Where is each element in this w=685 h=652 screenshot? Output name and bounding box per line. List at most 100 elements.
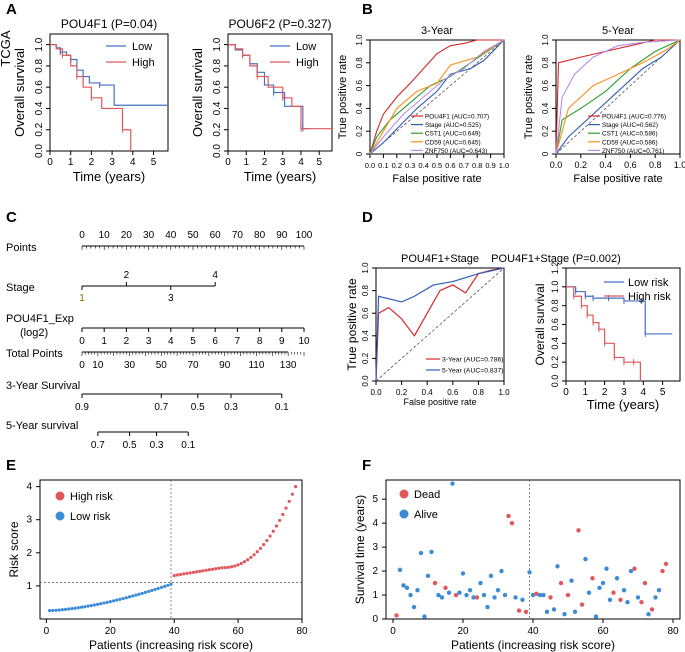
alive-patient-point [537, 592, 543, 598]
roc-curve-pou4f1 [369, 39, 504, 155]
alive-patient-point [656, 588, 662, 593]
alive-patient-point [408, 592, 413, 598]
nomogram-tick-label: 7 [235, 336, 241, 347]
y-tick-label: 0.2 [212, 122, 223, 136]
legend-label: CD59 (AUC=0.586) [602, 139, 658, 146]
alive-patient-point [527, 570, 532, 575]
risk-score-point [95, 602, 100, 606]
legend-marker [55, 491, 65, 501]
risk-score-point [274, 524, 279, 528]
x-tick-label: 1.0 [499, 161, 509, 170]
nomogram-tick-label: 3 [168, 293, 174, 304]
y-axis-label: Risk score [7, 521, 21, 577]
risk-score-point [131, 594, 135, 598]
risk-score-point [111, 599, 116, 603]
legend-label: High risk [628, 291, 671, 303]
roc-curve-cst1 [555, 39, 681, 155]
risk-score-point [214, 567, 218, 571]
nomogram-row-label: Total Points [6, 348, 63, 360]
alive-patient-point [520, 597, 525, 603]
risk-score-point [223, 566, 227, 570]
x-tick-label: 1.0 [674, 160, 685, 170]
y-tick-label: 0.4 [361, 330, 370, 342]
x-tick-label: 60 [233, 626, 245, 637]
alive-patient-point [499, 568, 504, 574]
y-axis-label: Survival time (years) [353, 495, 367, 604]
x-tick-label: 0.2 [575, 160, 588, 170]
y-tick-label: 0.8 [212, 59, 223, 73]
legend-label: ZNF750 (AUC=0.761) [602, 148, 664, 155]
nomogram-tick-label: 2 [124, 270, 130, 281]
risk-score-point [258, 546, 263, 550]
dead-patient-point [639, 600, 644, 605]
title-gene: POU6F2 [228, 17, 278, 31]
alive-patient-point [555, 564, 560, 569]
nomogram-tick-label: 5 [190, 336, 196, 347]
nomogram-row-label: POU4F1_Exp [6, 313, 74, 325]
x-tick-label: 0.6 [445, 161, 455, 170]
alive-patient-point [460, 571, 466, 576]
x-tick-label: 80 [296, 626, 308, 637]
y-tick-label: 0 [541, 151, 550, 156]
x-tick-label: 0 [390, 626, 396, 637]
nomogram-tick-label: 10 [92, 360, 104, 371]
dead-patient-point [548, 595, 553, 600]
nomogram-row-label: Stage [6, 282, 35, 294]
nomogram-tick-label: 100 [296, 230, 313, 241]
y-tick-label: 0.8 [34, 59, 45, 73]
y-axis-label: True positive rate [523, 55, 535, 140]
y-tick-label: 0.2 [355, 125, 364, 137]
risk-score-point [294, 485, 298, 489]
panel-title: 5-Year [602, 25, 634, 37]
nomogram-tick-label: 30 [143, 230, 155, 241]
x-tick-label: 5 [660, 387, 666, 398]
roc-plot-frame [375, 267, 505, 382]
x-tick-label: 80 [667, 626, 679, 637]
nomogram-tick-label: 20 [121, 230, 133, 241]
risk-score-point [255, 550, 259, 554]
nomogram-tick-label: 0.3 [150, 440, 164, 451]
risk-score-point [89, 603, 93, 608]
y-tick-label: 0.6 [355, 79, 364, 91]
panel-title: POU6F2 (P=0.327) [228, 17, 331, 31]
y-tick-label: 5 [372, 494, 378, 505]
risk-score-point [175, 573, 179, 577]
alive-patient-point [457, 590, 462, 595]
x-axis-label: False positive rate [403, 397, 476, 407]
risk-score-point [252, 553, 256, 557]
y-axis-label: Overall survival [12, 48, 27, 137]
risk-score-point [115, 598, 119, 602]
risk-score-point [92, 603, 96, 607]
risk-score-point [105, 600, 109, 604]
x-axis-label: False positive rate [573, 173, 662, 185]
x-tick-label: 60 [597, 626, 609, 637]
y-tick-label: 0.0 [212, 144, 223, 158]
x-tick-label: 20 [105, 626, 117, 637]
y-tick-label: 0.6 [212, 80, 223, 94]
y-tick-label: 0.2 [361, 352, 370, 364]
legend-marker [399, 509, 409, 519]
y-tick-label: 0.4 [541, 102, 550, 114]
risk-score-point [118, 597, 122, 601]
x-tick-label: 4 [641, 387, 647, 398]
legend-label: High risk [70, 491, 113, 503]
nomogram-tick-label: 4 [212, 270, 218, 281]
y-tick-label: 0.4 [550, 337, 560, 350]
y-axis-label: Overall survival [190, 48, 205, 137]
nomogram-tick-label: 6 [212, 336, 218, 347]
alive-patient-point [495, 588, 501, 593]
x-axis-label: Time (years) [73, 169, 145, 184]
risk-score-point [198, 569, 202, 573]
x-tick-label: 4 [298, 157, 304, 168]
dead-patient-point [432, 580, 438, 586]
y-tick-label: 2 [26, 548, 32, 559]
dead-patient-point [579, 602, 585, 607]
roc-curve-znf750 [555, 39, 681, 155]
risk-score-point [242, 560, 247, 564]
risk-score-point [83, 605, 87, 609]
alive-patient-point [625, 600, 630, 605]
alive-patient-point [439, 595, 445, 600]
x-tick-label: 0.8 [472, 161, 482, 170]
y-tick-label: 0.8 [550, 299, 560, 312]
